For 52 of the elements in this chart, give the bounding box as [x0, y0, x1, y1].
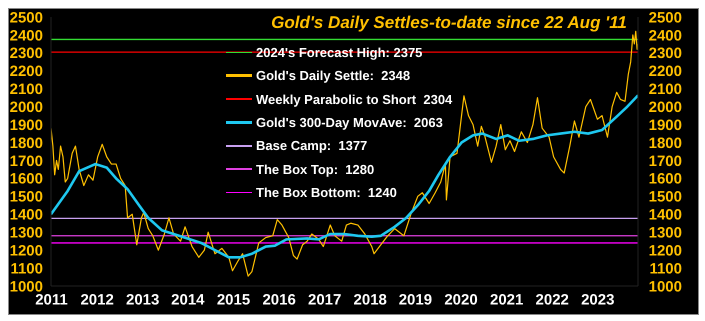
y2-tick-label: 1700 — [648, 152, 682, 170]
line-series — [51, 30, 638, 277]
x-tick-label: 2015 — [216, 292, 250, 309]
y2-tick-label: 1500 — [648, 188, 682, 206]
y-tick-label: 1200 — [10, 242, 43, 260]
y2-tick-label: 2400 — [648, 27, 682, 44]
y-tick-label: 1600 — [10, 170, 43, 188]
x-tick-label: 2014 — [171, 292, 206, 309]
y-tick-label: 1500 — [10, 188, 43, 206]
x-tick-label: 2018 — [354, 292, 387, 309]
y2-tick-label: 1300 — [648, 224, 682, 242]
y2-tick-label: 2100 — [648, 81, 682, 98]
y-tick-label: 1700 — [10, 152, 43, 170]
legend-label: The Box Top: 1280 — [256, 162, 374, 177]
y2-tick-label: 1000 — [648, 278, 682, 296]
x-tick-label: 2019 — [398, 292, 432, 309]
x-tick-label: 2023 — [581, 292, 614, 309]
y2-tick-label: 1600 — [648, 170, 682, 188]
y2-tick-label: 1900 — [648, 116, 682, 134]
legend-label: Weekly Parabolic to Short 2304 — [256, 92, 452, 107]
chart-title: Gold's Daily Settles-to-date since 22 Aug '11 — [271, 13, 627, 32]
y-tick-label: 1900 — [10, 116, 43, 134]
x-tick-label: 2021 — [490, 292, 524, 309]
y-tick-label: 2100 — [10, 81, 43, 98]
legend-label: The Box Bottom: 1240 — [256, 184, 397, 200]
y2-tick-label: 1400 — [648, 206, 682, 224]
y-tick-label: 2300 — [10, 45, 43, 62]
y2-tick-label: 1100 — [649, 260, 682, 278]
y-tick-label: 2000 — [10, 98, 43, 116]
y-tick-label: 1300 — [10, 224, 43, 242]
x-tick-label: 2020 — [444, 292, 478, 309]
legend-label: Gold's 300-Day MovAve: 2063 — [256, 115, 443, 130]
x-tick-label: 2016 — [262, 292, 296, 309]
y2-tick-label: 2200 — [648, 63, 682, 80]
legend-label: Gold's Daily Settle: 2348 — [256, 68, 410, 84]
x-tick-label: 2017 — [308, 292, 342, 309]
y-tick-label: 1100 — [10, 260, 43, 278]
x-tick-label: 2012 — [80, 292, 114, 309]
x-tick-label: 2013 — [126, 292, 160, 309]
y2-tick-label: 1800 — [648, 134, 682, 152]
y2-tick-label: 2000 — [648, 98, 682, 116]
y2-tick-label: 1200 — [648, 242, 682, 260]
y-tick-label: 1800 — [10, 134, 43, 152]
x-tick-label: 2022 — [536, 292, 569, 309]
y-tick-label: 2400 — [10, 27, 43, 44]
y2-tick-label: 2300 — [648, 45, 682, 62]
y2-tick-label: 2500 — [648, 9, 682, 26]
y-tick-label: 2200 — [10, 63, 43, 80]
legend-label: Base Camp: 1377 — [256, 138, 368, 154]
y-tick-label: 1400 — [10, 206, 43, 224]
line-series — [51, 94, 638, 259]
y-tick-label: 2500 — [10, 9, 43, 26]
